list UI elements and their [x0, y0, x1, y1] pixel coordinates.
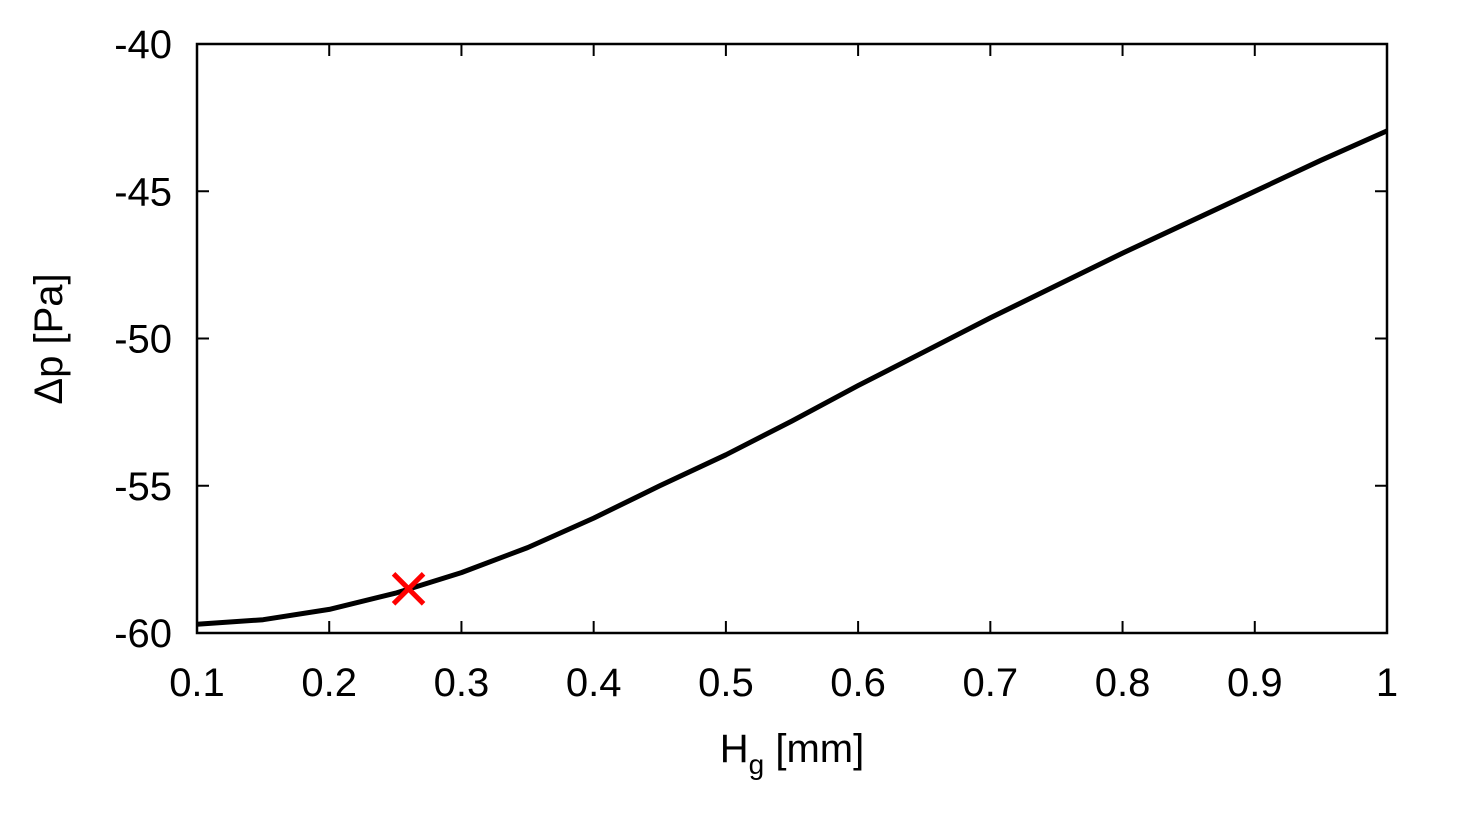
x-tick-label: 0.4 [566, 661, 622, 705]
plot-frame [195, 42, 1389, 635]
series-layer [196, 128, 1389, 627]
x-tick-label: 0.2 [301, 661, 357, 705]
x-tick-label: 0.9 [1227, 661, 1283, 705]
y-tick-label: -40 [114, 23, 172, 67]
highlight-marker [391, 572, 426, 606]
axis-ticks [196, 43, 1388, 634]
marker-stroke [391, 572, 426, 606]
marker-layer [391, 572, 426, 606]
x-tick-label: 0.8 [1095, 661, 1151, 705]
x-tick-label: 0.7 [963, 661, 1019, 705]
y-tick-label: -50 [114, 318, 172, 362]
x-tick-label: 0.1 [169, 661, 225, 705]
x-tick-label: 0.6 [830, 661, 886, 705]
y-tick-label: -60 [114, 612, 172, 656]
x-tick-label: 1 [1376, 661, 1398, 705]
y-tick-label: -45 [114, 170, 172, 214]
y-tick-label: -55 [114, 465, 172, 509]
series-line [196, 128, 1389, 627]
x-tick-label: 0.5 [698, 661, 754, 705]
x-axis-title: Hg [mm] [720, 727, 864, 780]
tick-labels: 0.1 0.2 0.3 0.4 0.5 0.6 0.7 0.8 0.9 1 -40 -45 -50 -55… [114, 23, 1398, 705]
y-axis-title: Δp [Pa] [27, 273, 71, 404]
x-tick-label: 0.3 [434, 661, 490, 705]
